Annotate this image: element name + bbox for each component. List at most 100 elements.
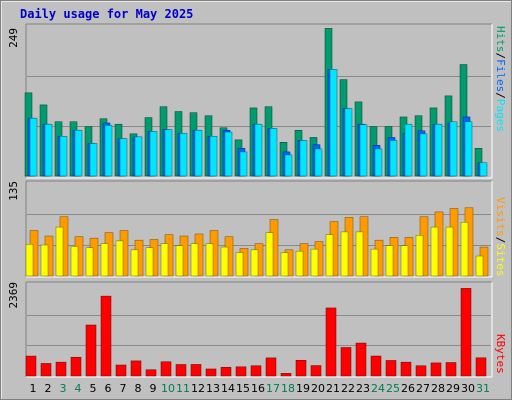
kbytes-bar xyxy=(250,365,262,377)
pages-bar xyxy=(299,140,308,177)
day-label: 2 xyxy=(45,382,52,395)
sites-bar xyxy=(175,245,184,277)
pages-bar xyxy=(374,148,383,177)
pages-bar xyxy=(44,123,53,177)
sites-bar xyxy=(55,226,64,277)
pages-bar xyxy=(329,69,338,177)
day-label: 30 xyxy=(461,382,475,395)
kbytes-bar xyxy=(445,362,457,377)
legend-files: Files xyxy=(494,59,507,93)
day-label: 10 xyxy=(161,382,175,395)
sites-bar xyxy=(100,243,109,277)
middle-max-label: 135 xyxy=(7,181,20,201)
pages-bar xyxy=(464,121,473,177)
legend-sep: / xyxy=(494,236,507,244)
day-label: 26 xyxy=(401,382,415,395)
sites-bar xyxy=(25,244,34,277)
sites-bar xyxy=(190,243,199,277)
pages-bar xyxy=(149,131,158,177)
pages-bar xyxy=(209,135,218,177)
sites-bar xyxy=(445,226,454,277)
kbytes-bar xyxy=(265,357,277,377)
day-label: 5 xyxy=(90,382,97,395)
day-label: 29 xyxy=(446,382,460,395)
sites-bar xyxy=(70,246,79,277)
day-label: 31 xyxy=(476,382,490,395)
pages-bar xyxy=(134,136,143,177)
day-label: 12 xyxy=(191,382,205,395)
day-label: 22 xyxy=(341,382,355,395)
kbytes-bar xyxy=(280,373,292,377)
pages-bar xyxy=(404,123,413,177)
kbytes-bar xyxy=(340,347,352,377)
pages-bar xyxy=(164,129,173,177)
sites-bar xyxy=(145,247,154,277)
kbytes-bar xyxy=(55,361,67,377)
pages-bar xyxy=(314,148,323,177)
pages-bar xyxy=(74,129,83,177)
sites-bar xyxy=(265,232,274,277)
pages-bar xyxy=(194,129,203,177)
day-label: 20 xyxy=(311,382,325,395)
kbytes-bar xyxy=(295,359,307,377)
day-label: 9 xyxy=(150,382,157,395)
day-label: 6 xyxy=(105,382,112,395)
day-label: 4 xyxy=(75,382,82,395)
pages-bar xyxy=(254,123,263,177)
pages-bar xyxy=(59,135,68,177)
sites-bar xyxy=(415,235,424,277)
kbytes-bar xyxy=(370,355,382,377)
pages-bar xyxy=(89,143,98,177)
day-label: 17 xyxy=(266,382,280,395)
chart-title: Daily usage for May 2025 xyxy=(20,7,194,21)
sites-bar xyxy=(220,246,229,277)
pages-bar xyxy=(449,121,458,177)
pages-bar xyxy=(179,132,188,177)
sites-bar xyxy=(355,231,364,277)
day-label: 24 xyxy=(371,382,385,395)
sites-bar xyxy=(400,245,409,277)
legend-pages: Pages xyxy=(494,98,507,132)
sites-bar xyxy=(370,248,379,277)
legend-sep: / xyxy=(494,52,507,60)
sites-bar xyxy=(430,226,439,277)
day-label: 19 xyxy=(296,382,310,395)
sites-bar xyxy=(235,252,244,277)
kbytes-bar xyxy=(475,357,487,377)
day-label: 25 xyxy=(386,382,400,395)
kbytes-bar xyxy=(400,361,412,377)
kbytes-bar xyxy=(205,368,217,377)
legend-sites: Sites xyxy=(494,243,507,277)
pages-bar xyxy=(29,117,38,177)
day-label: 28 xyxy=(431,382,445,395)
kbytes-bar xyxy=(40,363,52,377)
pages-bar xyxy=(389,140,398,177)
legend-top: Hits/Files/Pages xyxy=(494,26,507,132)
kbytes-bar xyxy=(190,364,202,377)
kbytes-bar xyxy=(115,364,127,377)
kbytes-bar xyxy=(160,361,172,377)
sites-bar xyxy=(250,249,259,277)
kbytes-bar xyxy=(355,342,367,377)
day-label: 23 xyxy=(356,382,370,395)
kbytes-bar xyxy=(130,360,142,377)
pages-bar xyxy=(284,154,293,177)
sites-bar xyxy=(130,249,139,277)
sites-bar xyxy=(205,243,214,277)
day-label: 8 xyxy=(135,382,142,395)
day-label: 1 xyxy=(30,382,37,395)
legend-bottom: KBytes xyxy=(494,334,507,374)
pages-bar xyxy=(119,138,128,177)
pages-bar xyxy=(479,162,488,177)
pages-bar xyxy=(239,151,248,177)
bottom-max-label: 2369 xyxy=(7,282,20,309)
legend-sep: / xyxy=(494,92,507,99)
kbytes-bar xyxy=(100,295,112,377)
kbytes-bar xyxy=(310,365,322,377)
kbytes-bar xyxy=(415,365,427,377)
day-label: 21 xyxy=(326,382,340,395)
kbytes-bar xyxy=(70,356,82,377)
pages-bar xyxy=(269,128,278,177)
kbytes-bar xyxy=(85,324,97,377)
kbytes-bar xyxy=(235,366,247,377)
